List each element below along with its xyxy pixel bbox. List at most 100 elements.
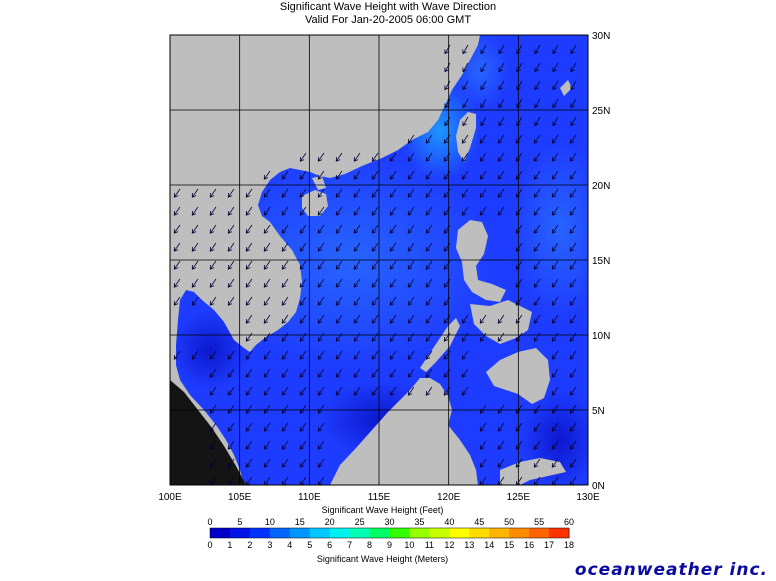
wave-arrow [444,98,451,108]
wave-arrow [263,386,271,396]
wave-arrow-head [389,373,395,378]
wave-arrow-head [317,301,323,306]
wave-arrow [245,368,253,378]
wave-arrow-head [480,121,485,127]
wave-arrow-head [227,445,233,450]
wave-arrow [299,476,307,485]
wave-arrow [515,188,523,198]
wave-arrow-head [263,391,269,396]
wave-arrow [479,170,487,180]
legend-meters-tick: 4 [287,540,292,550]
wave-arrow-head [515,175,521,180]
wave-arrow [515,458,523,468]
wave-arrow-head [534,49,539,55]
wave-arrow [569,422,577,432]
wave-arrow [281,350,289,360]
wave-arrow-head [462,121,467,127]
legend-color-swatch [409,528,430,538]
wave-arrow-head [335,301,341,306]
wave-arrow-head [516,121,521,127]
wave-arrow [209,206,217,216]
wave-arrow [209,458,217,468]
wave-arrow-head [371,373,377,378]
legend-bar-frame [209,527,570,539]
wave-arrow-head [479,193,485,198]
wave-arrow-head [479,211,485,216]
wave-arrow [209,242,217,252]
wave-arrow [299,350,307,360]
wave-arrow [353,314,361,324]
wave-arrow-head [569,193,575,198]
wave-arrow-head [498,103,503,109]
wave-arrow [281,206,289,216]
wave-arrow [263,170,271,180]
wave-arrow-head [462,49,467,55]
wave-arrow-head [443,337,449,342]
legend-color-swatch [269,528,291,538]
wave-arrow-head [515,283,521,288]
wave-arrow-head [569,283,575,288]
wave-arrow-head [335,193,341,198]
wave-arrow [281,188,289,198]
wave-arrow [281,260,289,270]
wave-arrow-head [281,247,287,252]
wave-arrow-head [534,103,539,109]
wave-arrow [461,350,469,360]
latitude-labels: 0N 5N 10N 15N 20N 25N 30N [592,31,610,492]
wave-arrow-head [425,319,431,324]
map-subtitle: Valid For Jan-20-2005 06:00 GMT [304,14,472,26]
wave-arrow [245,188,253,198]
wave-arrow-head [389,175,395,180]
wave-arrow-head [533,247,539,252]
wave-arrow-head [497,427,503,432]
wave-arrow-head [570,121,575,127]
wave-arrow [479,332,487,342]
wave-arrow [425,188,433,198]
legend-meters-tick: 6 [327,540,332,550]
wave-arrow-head [461,175,467,180]
legend-color-swatch [309,528,331,538]
wave-arrow [515,260,523,270]
wave-arrow-head [461,391,467,396]
wave-arrow [533,278,541,288]
wave-arrow-head [389,157,395,162]
wave-arrow [480,98,487,108]
wave-arrow [263,422,271,432]
wave-arrow [227,242,235,252]
wave-arrow-head [335,265,341,270]
wave-arrow-head [353,193,359,198]
wave-arrow [480,116,487,126]
wave-arrow [263,242,271,252]
wave-arrow [497,422,505,432]
wave-arrow [335,314,343,324]
meters-scale-title: Significant Wave Height (Meters) [316,554,449,564]
legend-feet-tick: 50 [504,517,514,527]
land-sumatra [170,380,246,485]
wave-arrow [263,296,271,306]
wave-arrow-head [191,283,197,288]
wave-arrow-head [209,283,215,288]
wave-arrow-head [443,265,449,270]
wave-arrow [515,152,523,162]
legend-meters-tick: 5 [307,540,312,550]
legend-feet-tick: 60 [564,517,574,527]
wave-arrow [263,350,271,360]
wave-arrow [461,314,469,324]
wave-arrow [533,422,541,432]
wave-arrow-head [245,337,251,342]
wave-arrow-head [533,409,539,414]
wave-arrow-head [551,337,557,342]
wave-arrow [552,44,559,54]
wave-arrow-head [443,175,449,180]
wave-arrow-head [551,175,557,180]
wave-arrow-head [317,409,323,414]
wave-arrow [353,224,361,234]
wave-arrow-head [552,103,557,109]
wave-arrow-head [534,121,539,127]
wave-arrow [516,80,523,90]
wave-arrow-head [389,283,395,288]
land-hainan [302,190,328,216]
wave-arrow [353,350,361,360]
wave-arrow-head [281,193,287,198]
wave-arrow [245,278,253,288]
